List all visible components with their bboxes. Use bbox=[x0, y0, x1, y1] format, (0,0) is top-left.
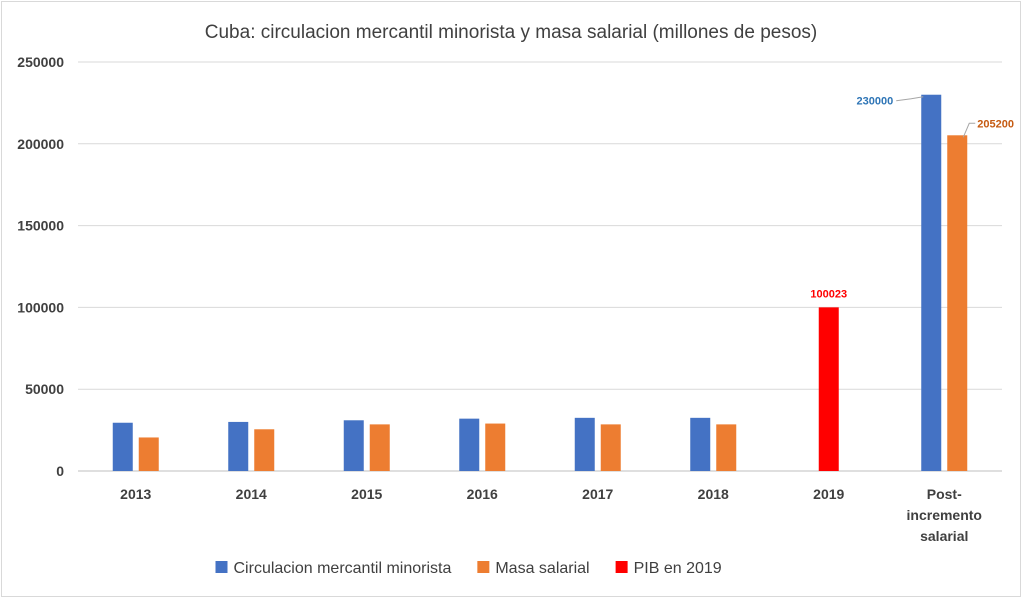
data-label: 100023 bbox=[810, 288, 847, 300]
data-labels: 230000 205200 100023 bbox=[810, 96, 1014, 301]
bar-0-3 bbox=[459, 418, 480, 471]
bar-1-1 bbox=[254, 429, 275, 471]
legend-label: Masa salarial bbox=[495, 560, 589, 577]
y-tick-label: 0 bbox=[56, 463, 64, 479]
y-tick-label: 200000 bbox=[17, 136, 64, 152]
legend-label: Circulacion mercantil minorista bbox=[234, 560, 452, 577]
y-tick-label: 150000 bbox=[17, 218, 64, 234]
legend: Circulacion mercantil minorista Masa sala… bbox=[215, 560, 722, 577]
chart-title: Cuba: circulacion mercantil minorista y … bbox=[205, 22, 817, 43]
bar-0-0 bbox=[112, 422, 133, 471]
y-tick-label: 250000 bbox=[17, 54, 64, 70]
x-tick-label: 2019 bbox=[813, 486, 844, 502]
bar-1-2 bbox=[369, 424, 390, 471]
bar-2-6 bbox=[818, 307, 839, 471]
x-tick-label: 2014 bbox=[236, 486, 267, 502]
y-axis: 0 50000 100000 150000 200000 250000 bbox=[17, 54, 64, 479]
bar-1-7 bbox=[947, 135, 968, 472]
data-label: 205200 bbox=[977, 118, 1014, 130]
bar-0-5 bbox=[690, 417, 711, 471]
bar-0-4 bbox=[574, 417, 595, 471]
legend-swatch bbox=[615, 561, 628, 573]
x-tick-label: 2015 bbox=[351, 486, 382, 502]
y-tick-label: 100000 bbox=[17, 299, 64, 315]
x-tick-label: 2013 bbox=[120, 486, 151, 502]
leader-line bbox=[962, 122, 976, 138]
x-tick-label: Post-incremento salarial bbox=[907, 486, 982, 544]
bar-1-3 bbox=[485, 423, 506, 471]
legend-swatch bbox=[477, 561, 490, 573]
legend-swatch bbox=[215, 561, 228, 573]
x-tick-label: 2016 bbox=[467, 486, 498, 502]
bars bbox=[112, 94, 968, 472]
bar-1-0 bbox=[138, 437, 159, 471]
gridlines bbox=[78, 61, 1002, 472]
x-tick-label: 2018 bbox=[698, 486, 729, 502]
data-label: 230000 bbox=[857, 96, 894, 108]
bar-1-5 bbox=[716, 424, 737, 471]
bar-0-2 bbox=[343, 420, 364, 471]
x-tick-label: 2017 bbox=[582, 486, 613, 502]
leader-line bbox=[896, 96, 924, 102]
x-axis: 2013 2014 2015 2016 2017 2018 2019 Post-increme… bbox=[120, 486, 982, 544]
bar-1-4 bbox=[600, 424, 621, 471]
bar-0-1 bbox=[228, 421, 249, 471]
y-tick-label: 50000 bbox=[25, 381, 64, 397]
legend-label: PIB en 2019 bbox=[634, 560, 722, 577]
bar-0-7 bbox=[921, 94, 942, 471]
